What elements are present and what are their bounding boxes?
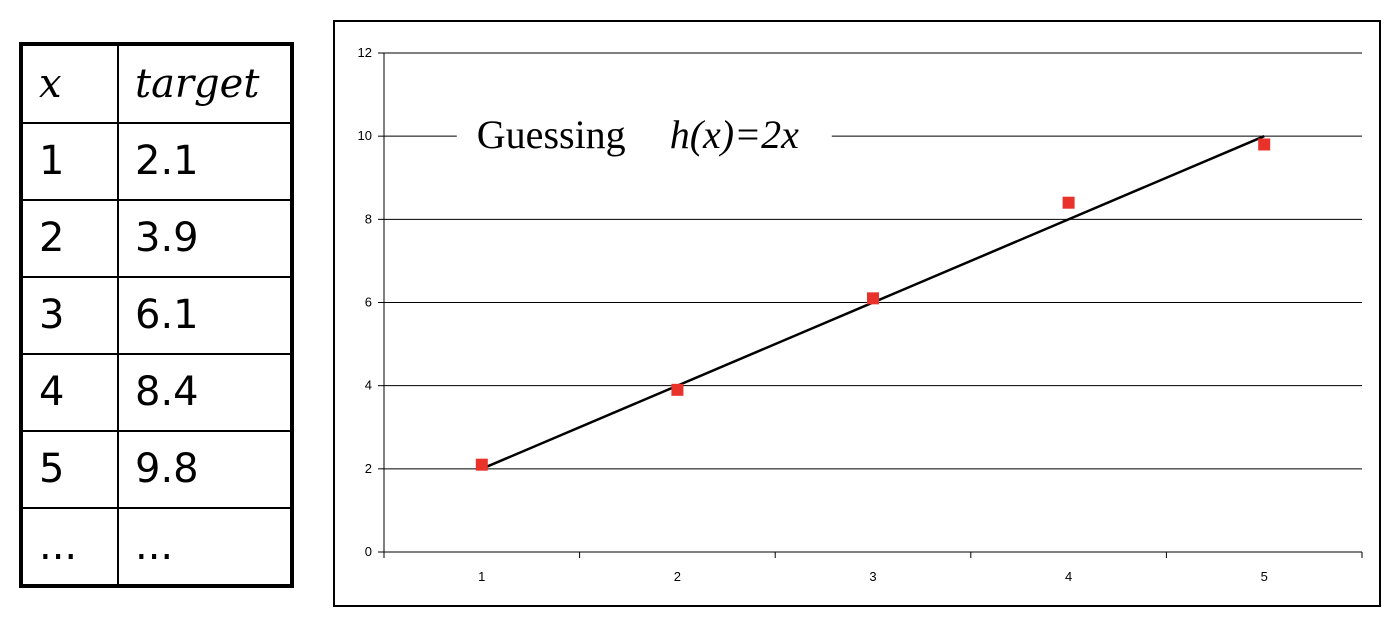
x-tick-label: 4: [1065, 569, 1072, 584]
cell-target: 3.9: [135, 215, 199, 261]
x-tick-label: 1: [478, 569, 485, 584]
cell-x: 1: [39, 138, 65, 184]
data-points: [475, 138, 1271, 471]
data-point: [1062, 196, 1075, 209]
annotation-background: [456, 132, 832, 141]
y-tick-label: 12: [358, 45, 372, 60]
cell-target: 2.1: [135, 138, 199, 184]
y-tick-label: 2: [365, 461, 372, 476]
row-divider: [23, 199, 290, 201]
row-divider: [23, 122, 290, 124]
y-tick-label: 8: [365, 211, 372, 226]
data-point: [475, 458, 488, 471]
data-table: x target 1 2.1 2 3.9 3 6.1 4 8.4 5 9.8......: [19, 42, 294, 588]
row-divider: [23, 430, 290, 432]
y-tick-label: 0: [365, 544, 372, 559]
header-x: x: [39, 61, 62, 107]
data-point: [1258, 138, 1271, 151]
row-divider: [23, 507, 290, 509]
cell-x: ...: [39, 523, 78, 569]
header-target: target: [135, 61, 260, 107]
row-divider: [23, 353, 290, 355]
cell-x: 4: [39, 369, 65, 415]
x-tick-label: 3: [869, 569, 876, 584]
annotation: Guessing h(x)=2x: [456, 112, 832, 157]
cell-target: ...: [135, 523, 174, 569]
x-tick-label: 2: [674, 569, 681, 584]
data-point: [867, 292, 879, 305]
y-tick-label: 4: [365, 378, 372, 393]
cell-x: 3: [39, 292, 65, 338]
row-divider: [23, 276, 290, 278]
axes: [378, 52, 1363, 558]
cell-target: 9.8: [135, 446, 199, 492]
annotation-text: Guessing h(x)=2x: [477, 112, 799, 157]
cell-target: 8.4: [135, 369, 199, 415]
y-tick-label: 6: [365, 295, 372, 310]
x-tick-labels: 1 2 3 4 5: [478, 569, 1268, 584]
cell-x: 2: [39, 215, 65, 261]
annotation-prefix: Guessing: [477, 112, 626, 157]
annotation-formula: h(x)=2x: [670, 112, 799, 157]
x-tick-label: 5: [1261, 569, 1268, 584]
y-tick-labels: 0 2 4 6 8 10 12: [358, 45, 372, 559]
y-tick-label: 10: [358, 128, 372, 143]
data-point: [671, 383, 684, 396]
column-divider: [117, 46, 119, 584]
cell-target: 6.1: [135, 292, 199, 338]
cell-x: 5: [39, 446, 65, 492]
